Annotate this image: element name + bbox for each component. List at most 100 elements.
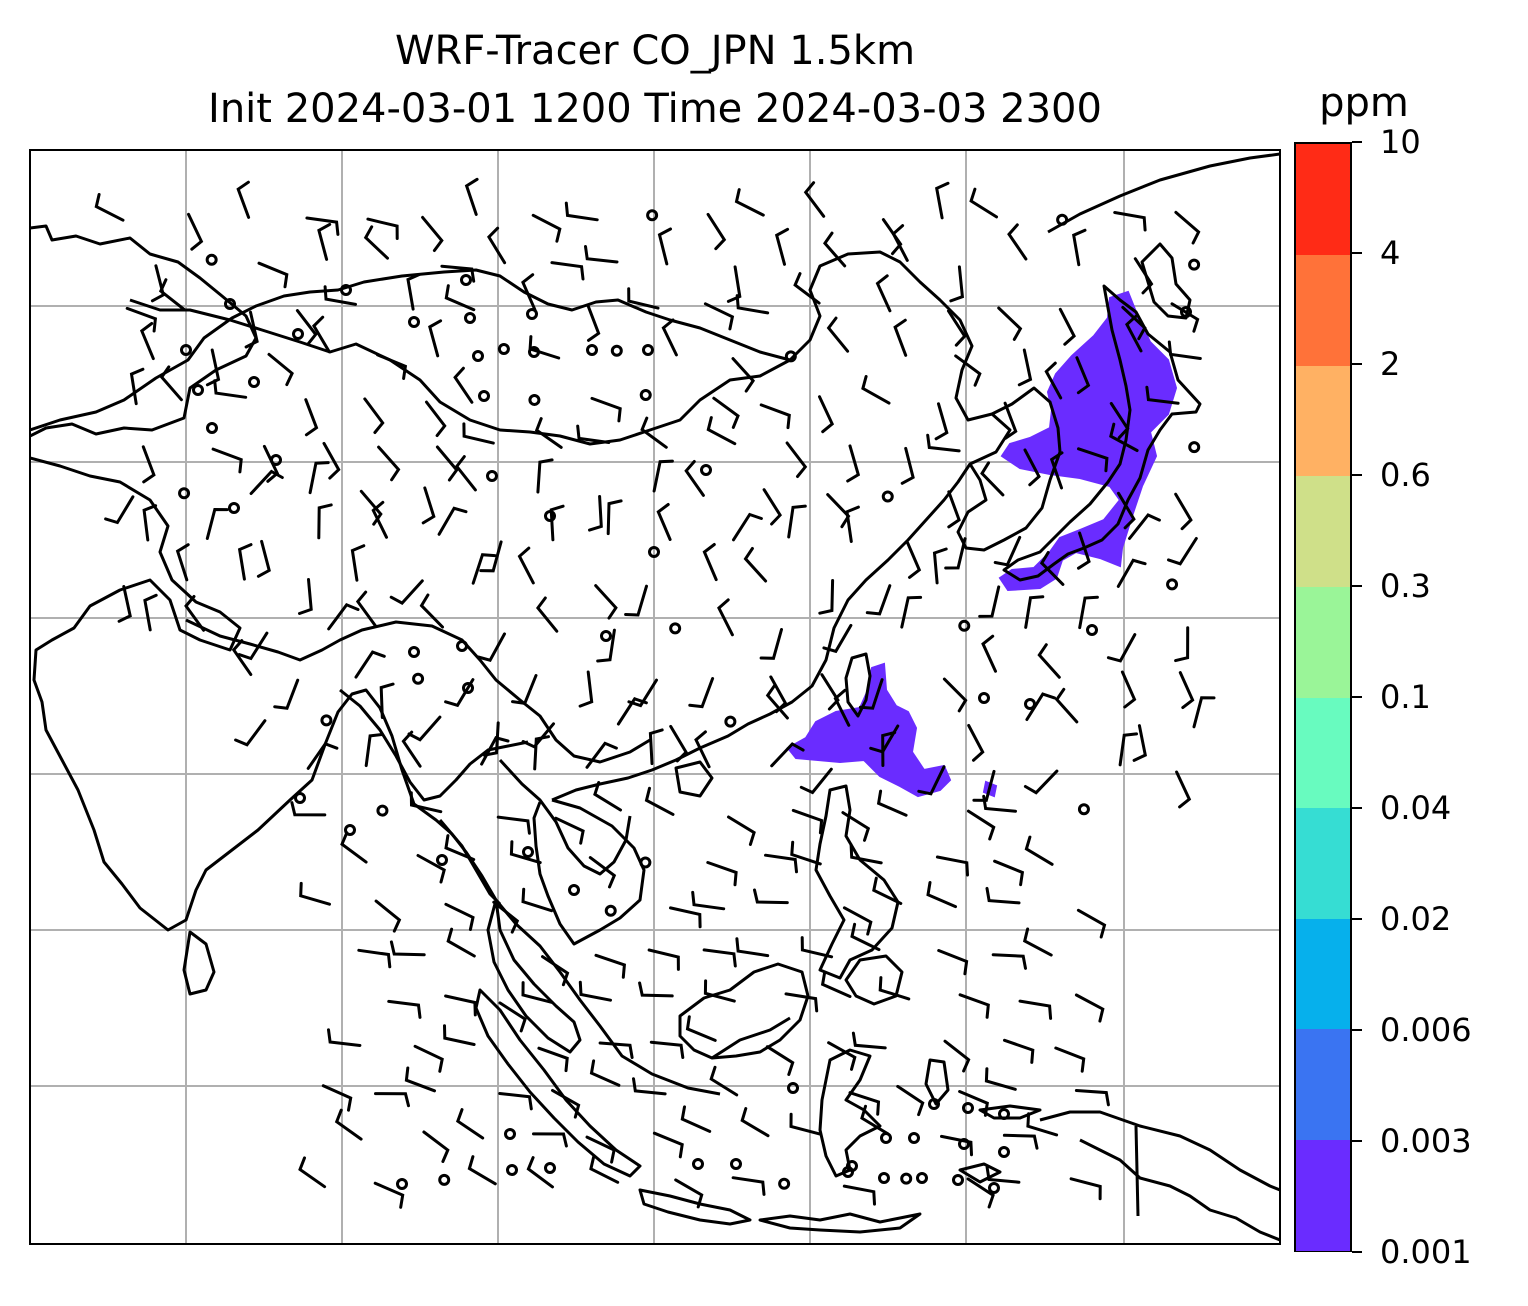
wind-barb [453, 366, 474, 404]
wind-barb [1118, 732, 1138, 767]
chart-subtitle: Init 2024-03-01 1200 Time 2024-03-03 230… [208, 86, 1102, 132]
wind-barb [785, 441, 808, 478]
wind-barb [476, 632, 506, 662]
wind-barb [926, 433, 961, 453]
wind-barb-calm [878, 1172, 890, 1184]
wind-barb [1120, 670, 1137, 709]
colorbar-tick-label: 0.003 [1380, 1122, 1472, 1160]
wind-barb-calm [528, 346, 540, 358]
wind-barb [299, 881, 331, 906]
wind-barb-calm [464, 312, 476, 324]
wind-barb [1109, 402, 1130, 440]
wind-barb [350, 544, 366, 582]
wind-barb-calm [998, 1146, 1010, 1158]
wind-barb [905, 540, 922, 579]
wind-barb [1007, 223, 1028, 261]
wind-barb-calm [900, 1172, 913, 1185]
coast-timor [958, 1162, 1002, 1184]
wind-barb [900, 446, 915, 485]
wind-barb-calm [610, 344, 623, 357]
wind-barb [404, 1066, 436, 1093]
colorbar-tick-label: 2 [1380, 345, 1401, 383]
wind-barb [462, 422, 495, 445]
wind-barb-calm [248, 376, 260, 388]
wind-barb [1074, 993, 1105, 1023]
wind-barb [428, 319, 443, 358]
colorbar-tick [1352, 696, 1362, 698]
wind-barb-calm [1024, 698, 1036, 710]
wind-barb [537, 1046, 569, 1073]
wind-barb [944, 537, 967, 570]
wind-barb [104, 495, 135, 525]
wind-barb [1023, 448, 1041, 487]
wind-barb [735, 294, 770, 315]
wind-barb [321, 1084, 353, 1112]
wind-barb [509, 840, 542, 865]
wind-barb [236, 180, 251, 219]
colorbar-tick [1352, 807, 1362, 809]
wind-barb [691, 890, 726, 911]
wind-barb [586, 303, 601, 342]
wind-barb-calm [958, 619, 971, 632]
wind-barb-calm [205, 253, 218, 266]
wind-barb [257, 261, 289, 289]
wind-barb [954, 354, 982, 387]
wind-barb-calm [506, 1164, 518, 1176]
wind-barb [1054, 1046, 1086, 1073]
wind-barb [305, 216, 340, 236]
wind-barb [117, 585, 132, 623]
wind-barb [791, 808, 824, 835]
colorbar-segment [1296, 918, 1350, 1030]
wind-barb [589, 1059, 621, 1087]
wind-barb [1069, 1177, 1102, 1201]
wind-barb [1058, 307, 1076, 346]
wind-barb-calm [1166, 578, 1179, 591]
wind-barb [498, 1092, 533, 1111]
colorbar-tick-label: 0.02 [1380, 900, 1452, 938]
wind-barb [1174, 626, 1190, 663]
wind-barb [1039, 551, 1065, 586]
wind-barb [322, 441, 341, 480]
wind-barb [765, 683, 789, 720]
wind-barb [932, 547, 948, 585]
wind-barb-calm [639, 856, 652, 869]
wind-barb [648, 728, 664, 765]
wind-barb [541, 955, 570, 987]
wind-barb [875, 274, 892, 313]
wind-barb [656, 503, 672, 541]
wind-barb-calm [544, 510, 556, 522]
wind-barb-calm [1180, 306, 1192, 318]
wind-barb [588, 495, 603, 532]
wind-barb-calm [730, 1158, 742, 1170]
wind-barb [593, 781, 622, 812]
wind-barb [1076, 908, 1107, 939]
wind-barb [598, 1041, 634, 1059]
wind-barb [657, 227, 672, 266]
coast-southasia [30, 456, 721, 1096]
wind-barb [455, 1108, 485, 1140]
wind-barbs [94, 177, 1216, 1209]
wind-barb [1167, 537, 1198, 566]
wind-barb [732, 512, 763, 542]
wind-barb [1054, 687, 1079, 724]
colorbar-tick [1352, 1251, 1362, 1253]
wind-barb [731, 357, 755, 393]
wind-barb [421, 486, 436, 525]
wind-barb [858, 678, 884, 710]
colorbar-unit-label: ppm [1319, 80, 1409, 126]
wind-barb [1002, 1133, 1039, 1150]
wind-barb-calm [294, 792, 306, 804]
wind-barb [966, 1177, 995, 1209]
colorbar-segment [1296, 254, 1350, 366]
wind-barb [317, 503, 333, 540]
wind-barb [308, 461, 330, 495]
wind-barb [594, 584, 618, 620]
wind-barb-calm [192, 384, 204, 396]
wind-barb-calm [408, 646, 420, 658]
coast-korea [956, 386, 1062, 552]
wind-barb [764, 853, 798, 874]
wind-barb-calm [180, 344, 192, 356]
wind-barb-calm [978, 692, 990, 704]
wind-barb-calm [544, 1162, 556, 1174]
wind-barb [576, 424, 611, 444]
